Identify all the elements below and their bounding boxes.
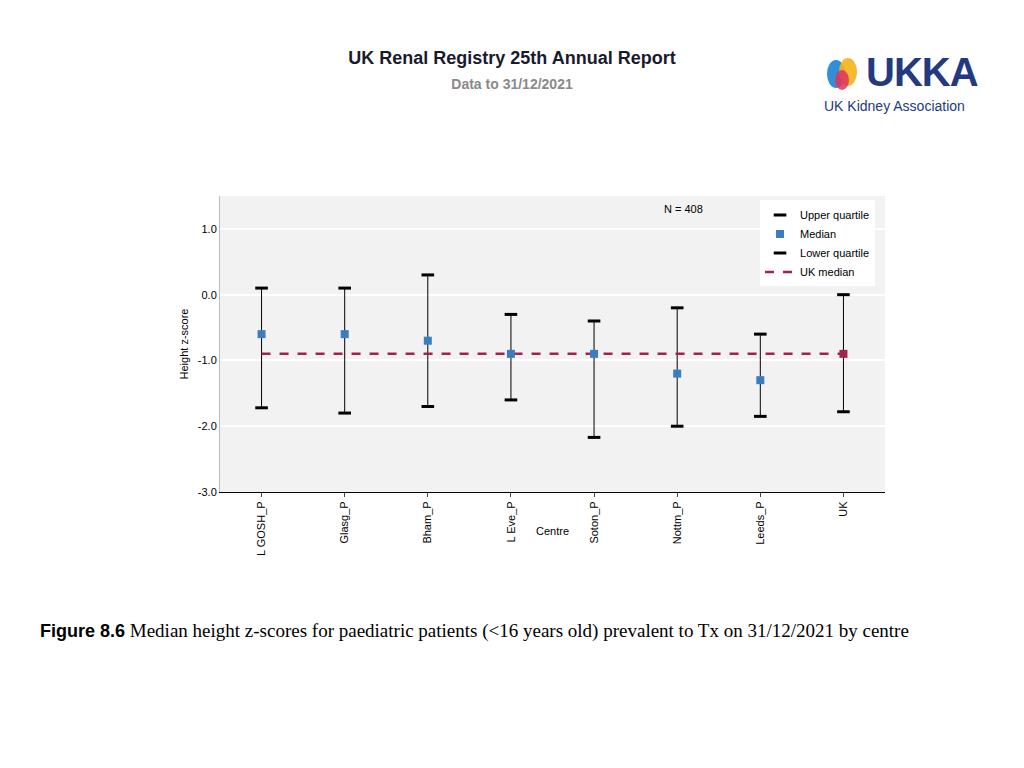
svg-text:Centre: Centre — [536, 525, 569, 537]
html-text:Figure 8.6 Median height z-sco: Figure 8.6 Median height z-scores for pa… — [40, 620, 909, 641]
svg-text:Upper quartile: Upper quartile — [800, 209, 869, 221]
html-text:UK Renal Registry 25th Annual: UK Renal Registry 25th Annual Report — [348, 48, 676, 68]
svg-text:-2.0: -2.0 — [198, 420, 217, 432]
svg-text:N = 408: N = 408 — [664, 203, 703, 215]
html-text:Data to 31/12/2021: Data to 31/12/2021 — [451, 76, 573, 92]
svg-text:Glasg_P: Glasg_P — [338, 501, 350, 543]
svg-text:L Eve_P: L Eve_P — [505, 501, 517, 542]
svg-text:1.0: 1.0 — [202, 223, 217, 235]
svg-text:UK: UK — [837, 501, 849, 517]
svg-text:Median: Median — [800, 228, 836, 240]
svg-text:Bham_P: Bham_P — [421, 501, 433, 543]
svg-text:-3.0: -3.0 — [198, 486, 217, 498]
svg-text:UK median: UK median — [800, 266, 854, 278]
svg-text:-1.0: -1.0 — [198, 354, 217, 366]
svg-text:Leeds_P: Leeds_P — [754, 501, 766, 544]
svg-text:0.0: 0.0 — [202, 289, 217, 301]
svg-text:Lower quartile: Lower quartile — [800, 247, 869, 259]
svg-text:L GOSH_P: L GOSH_P — [255, 501, 267, 556]
svg-text:Height z-score: Height z-score — [178, 309, 190, 380]
svg-text:Soton_P: Soton_P — [588, 501, 600, 543]
html-text:UKKA: UKKA — [866, 50, 978, 94]
svg-text:Nottm_P: Nottm_P — [671, 501, 683, 544]
html-text:UK Kidney Association: UK Kidney Association — [824, 98, 965, 114]
